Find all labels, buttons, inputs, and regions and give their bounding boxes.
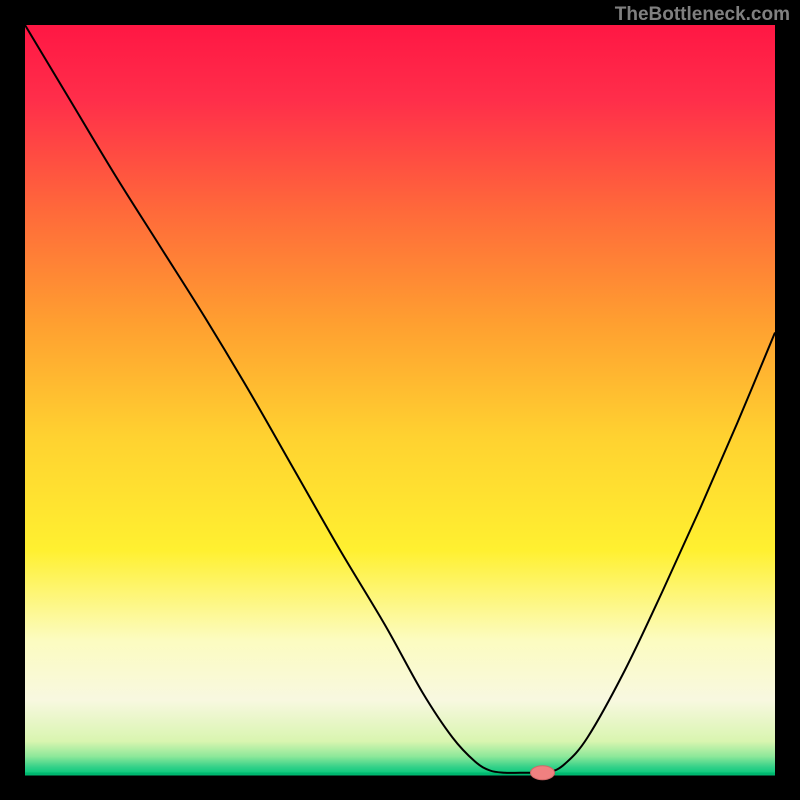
attribution-text: TheBottleneck.com xyxy=(615,4,790,26)
bottleneck-chart xyxy=(0,0,800,800)
optimal-marker xyxy=(531,766,555,780)
plot-background xyxy=(25,25,775,775)
